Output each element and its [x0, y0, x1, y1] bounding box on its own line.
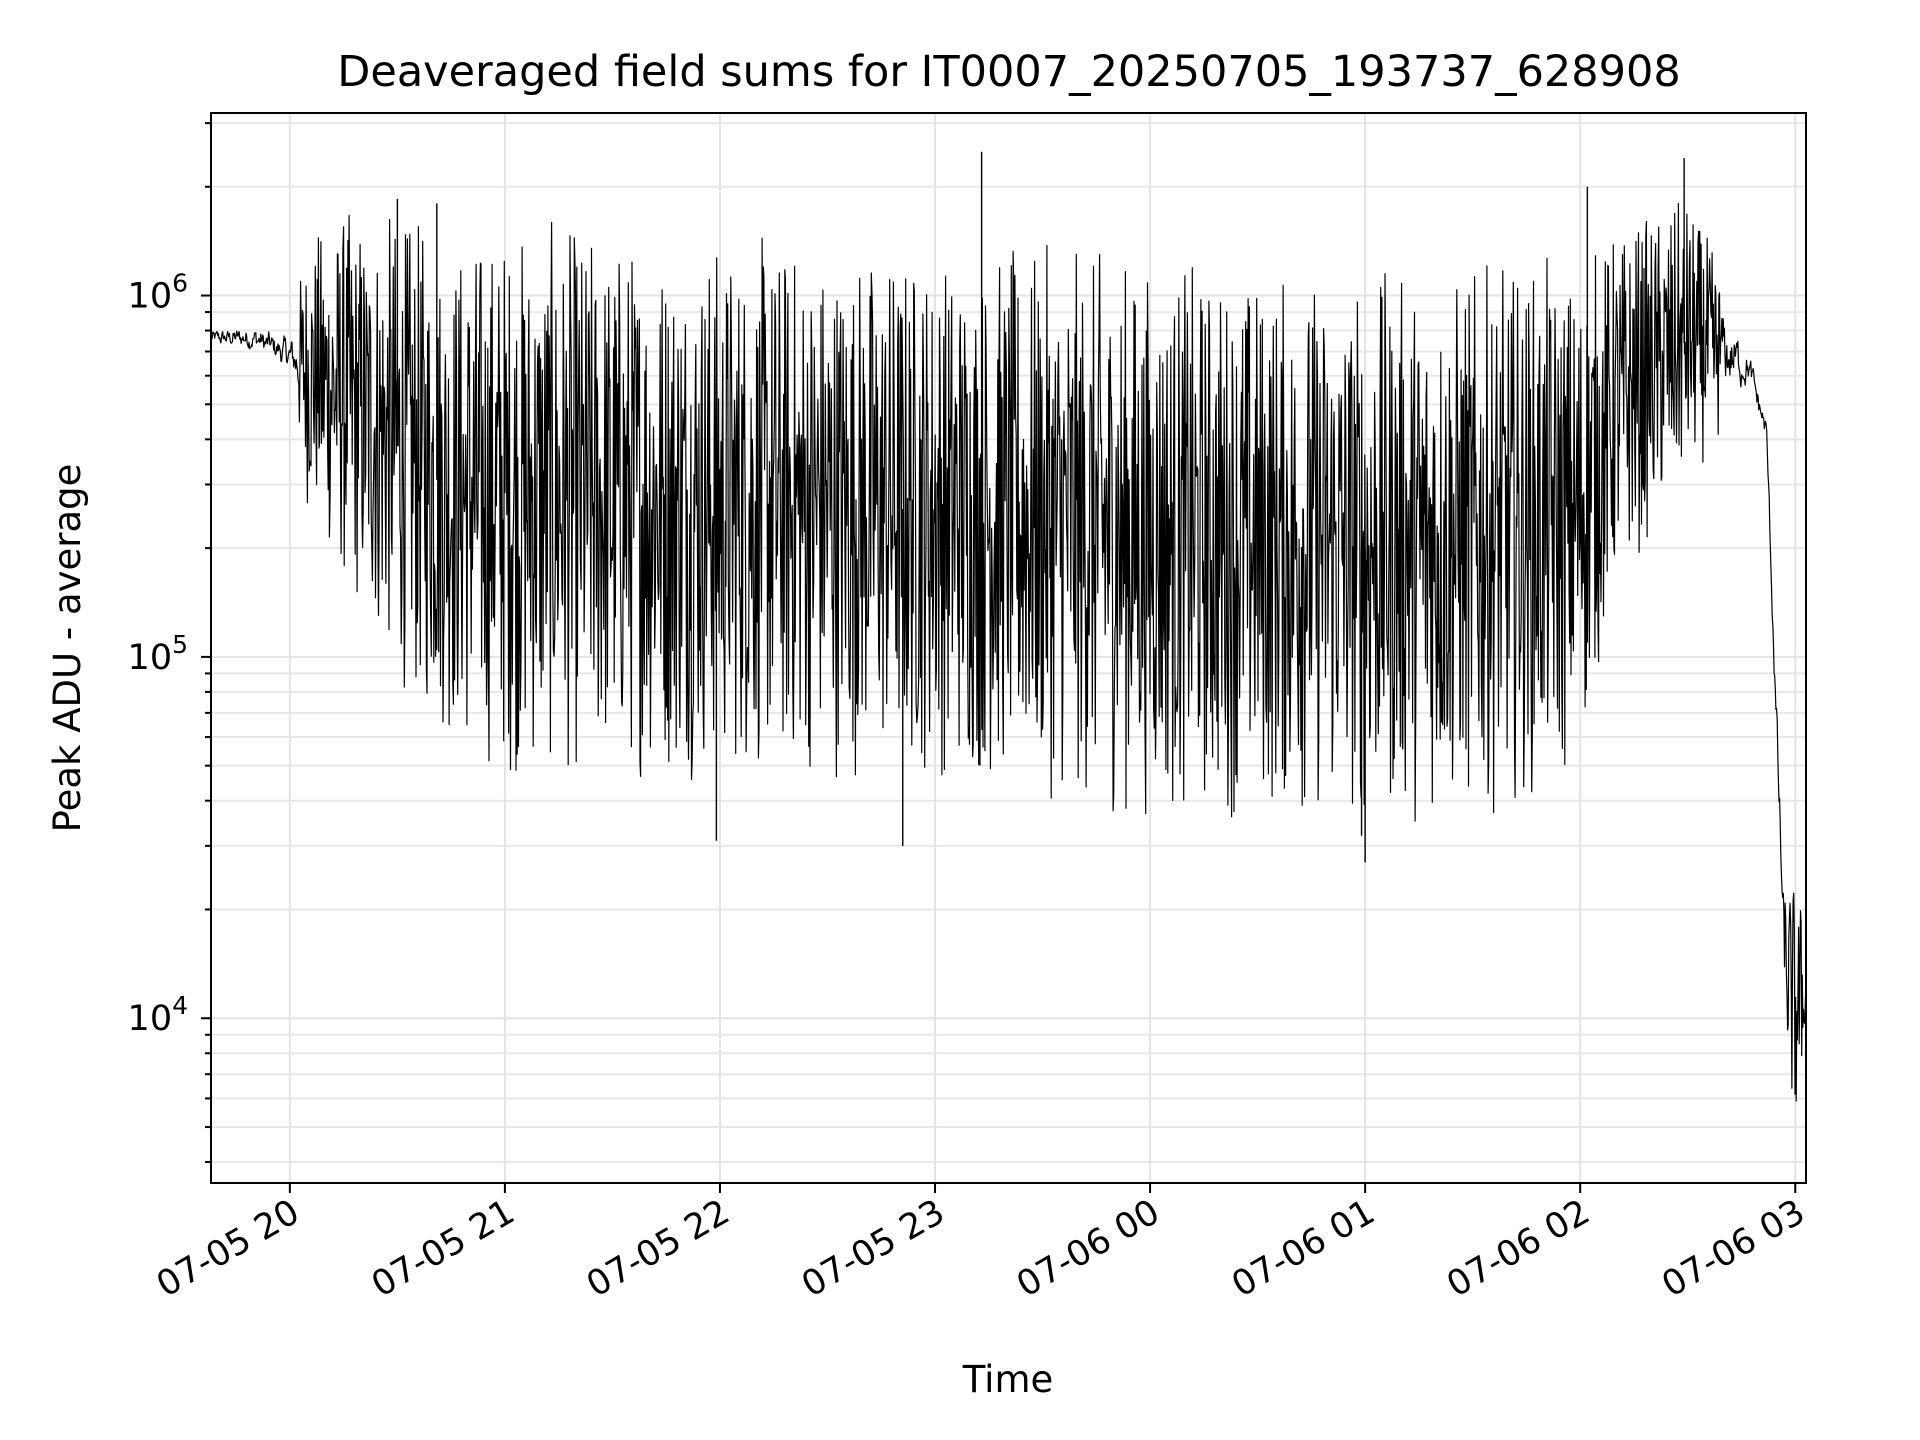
series-path	[210, 203, 1807, 1102]
y-axis-label: Peak ADU - average	[46, 464, 89, 833]
y-tick-label: 104	[128, 991, 188, 1039]
x-axis-label: Time	[962, 1358, 1054, 1401]
y-axis: 104 105 106	[128, 122, 211, 1164]
series-line	[210, 151, 1807, 1102]
plot-frame	[210, 112, 1807, 1184]
chart-title: Deaveraged field sums for IT0007_2025070…	[337, 47, 1680, 97]
y-tick-label: 105	[128, 630, 188, 678]
y-tick-label: 106	[128, 269, 188, 317]
